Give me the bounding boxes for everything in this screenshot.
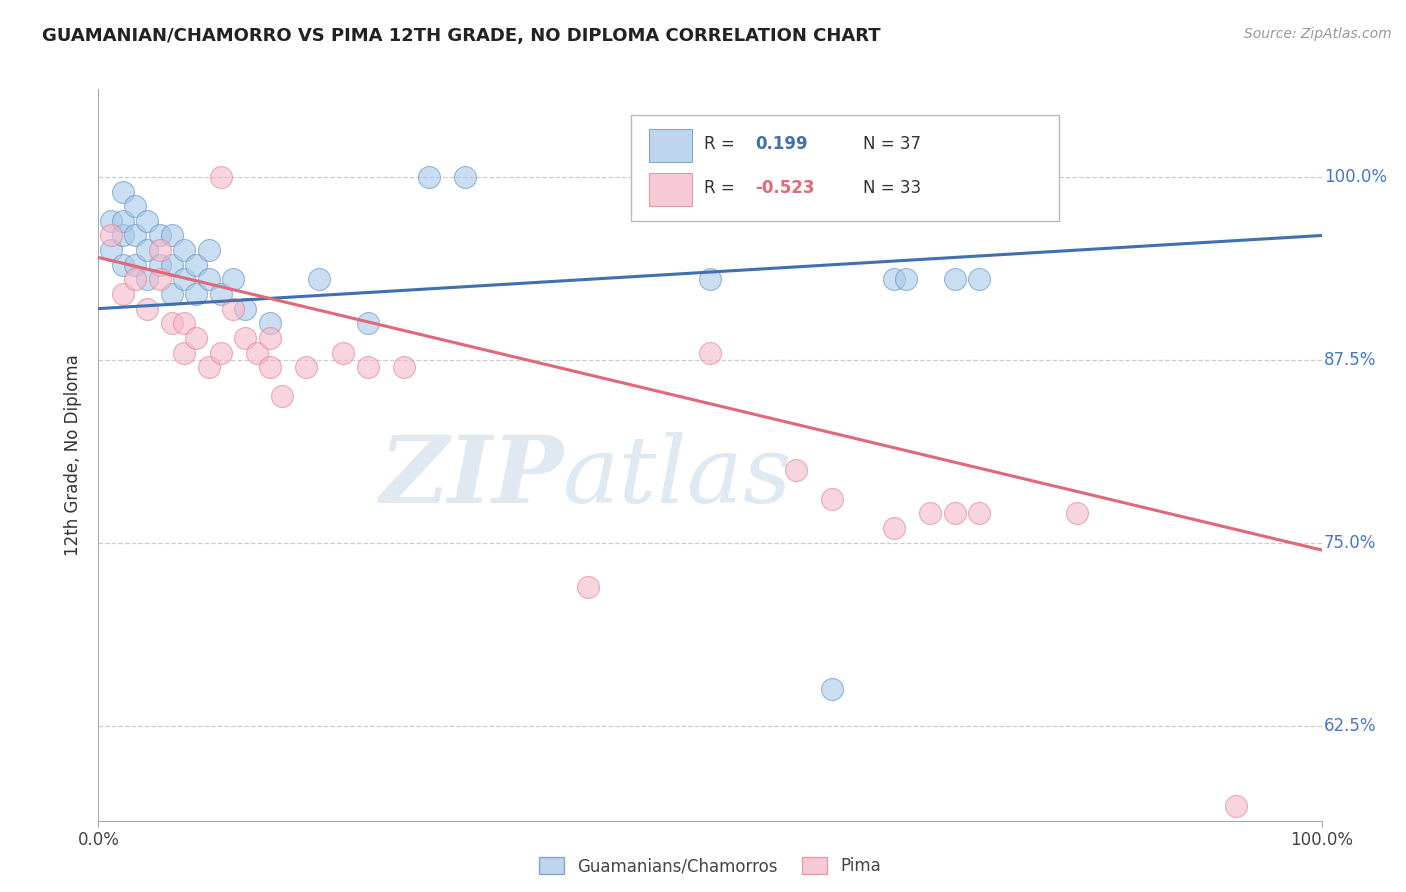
Point xyxy=(332,345,354,359)
Point xyxy=(699,272,721,286)
FancyBboxPatch shape xyxy=(648,129,692,162)
Text: 62.5%: 62.5% xyxy=(1324,716,1376,734)
Point xyxy=(197,272,219,286)
Point xyxy=(943,507,966,521)
Point xyxy=(209,287,232,301)
Point xyxy=(186,258,208,272)
Point xyxy=(111,214,134,228)
Point xyxy=(883,272,905,286)
Text: 0.199: 0.199 xyxy=(755,135,808,153)
Text: ZIP: ZIP xyxy=(380,432,564,522)
Point xyxy=(233,301,256,316)
Point xyxy=(124,272,146,286)
Point xyxy=(160,258,183,272)
Point xyxy=(1225,799,1247,814)
Point xyxy=(149,258,172,272)
Point xyxy=(149,243,172,257)
Point xyxy=(124,258,146,272)
Point xyxy=(894,272,917,286)
Point xyxy=(209,345,232,359)
Point xyxy=(173,272,195,286)
Point xyxy=(100,214,122,228)
FancyBboxPatch shape xyxy=(648,173,692,206)
Text: atlas: atlas xyxy=(564,432,793,522)
Point xyxy=(454,169,477,184)
Point xyxy=(356,360,378,375)
Point xyxy=(100,228,122,243)
Point xyxy=(699,345,721,359)
Y-axis label: 12th Grade, No Diploma: 12th Grade, No Diploma xyxy=(65,354,83,556)
Point xyxy=(785,462,807,476)
Point xyxy=(259,360,281,375)
Point xyxy=(111,258,134,272)
Point xyxy=(136,272,159,286)
Text: -0.523: -0.523 xyxy=(755,179,815,197)
Point xyxy=(173,243,195,257)
Point xyxy=(111,228,134,243)
Point xyxy=(149,272,172,286)
Point xyxy=(222,272,245,286)
Point xyxy=(111,185,134,199)
Point xyxy=(418,169,440,184)
FancyBboxPatch shape xyxy=(630,115,1059,221)
Point xyxy=(160,228,183,243)
Point xyxy=(136,301,159,316)
Point xyxy=(160,316,183,330)
Point xyxy=(308,272,330,286)
Point xyxy=(576,580,599,594)
Point xyxy=(233,331,256,345)
Point xyxy=(967,272,990,286)
Point xyxy=(883,521,905,535)
Point xyxy=(270,389,294,403)
Point xyxy=(222,301,245,316)
Text: R =: R = xyxy=(704,179,740,197)
Text: GUAMANIAN/CHAMORRO VS PIMA 12TH GRADE, NO DIPLOMA CORRELATION CHART: GUAMANIAN/CHAMORRO VS PIMA 12TH GRADE, N… xyxy=(42,27,880,45)
Point xyxy=(943,272,966,286)
Text: N = 33: N = 33 xyxy=(863,179,921,197)
Text: 100.0%: 100.0% xyxy=(1324,168,1388,186)
Point xyxy=(111,287,134,301)
Text: Source: ZipAtlas.com: Source: ZipAtlas.com xyxy=(1244,27,1392,41)
Point xyxy=(136,243,159,257)
Point xyxy=(173,316,195,330)
Point xyxy=(259,316,281,330)
Point xyxy=(259,331,281,345)
Point xyxy=(392,360,416,375)
Point xyxy=(186,287,208,301)
Point xyxy=(967,507,990,521)
Point xyxy=(246,345,269,359)
Point xyxy=(197,243,219,257)
Point xyxy=(197,360,219,375)
Point xyxy=(124,228,146,243)
Point xyxy=(173,345,195,359)
Point xyxy=(209,169,232,184)
Point xyxy=(1066,507,1088,521)
Text: 87.5%: 87.5% xyxy=(1324,351,1376,368)
Point xyxy=(920,507,942,521)
Point xyxy=(160,287,183,301)
Point xyxy=(186,331,208,345)
Point xyxy=(821,681,844,696)
Text: N = 37: N = 37 xyxy=(863,135,921,153)
Point xyxy=(295,360,318,375)
Point xyxy=(100,243,122,257)
Point xyxy=(124,199,146,213)
Point xyxy=(136,214,159,228)
Text: R =: R = xyxy=(704,135,740,153)
Legend: Guamanians/Chamorros, Pima: Guamanians/Chamorros, Pima xyxy=(531,850,889,882)
Point xyxy=(821,491,844,506)
Point xyxy=(149,228,172,243)
Point xyxy=(356,316,378,330)
Text: 75.0%: 75.0% xyxy=(1324,533,1376,551)
